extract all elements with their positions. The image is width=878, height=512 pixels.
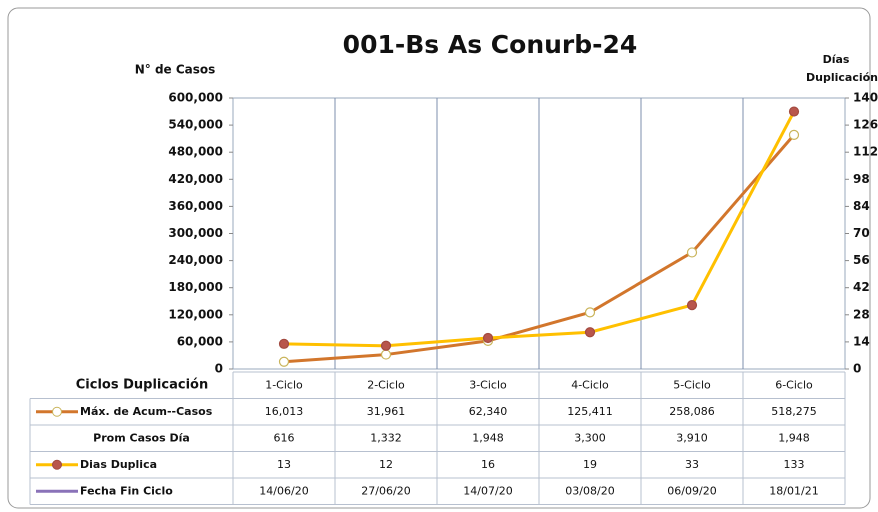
table-cell: 133 [784, 458, 805, 471]
y2-tick-label: 140 [853, 91, 878, 105]
y2-axis-label: Duplicación [806, 71, 878, 84]
x-tick-label: 4-Ciclo [571, 378, 609, 391]
y-axis-label: N° de Casos [135, 63, 216, 77]
legend-label: Prom Casos Día [93, 431, 190, 444]
series-marker [788, 106, 800, 117]
table-cell: 3,300 [574, 431, 606, 444]
legend-label: Dias Duplica [80, 458, 157, 471]
y2-tick-label: 14 [853, 334, 870, 348]
table-cell: 03/08/20 [565, 484, 614, 497]
y2-tick-label: 84 [853, 199, 870, 213]
table-cell: 16 [481, 458, 495, 471]
y2-tick-label: 112 [853, 145, 878, 159]
table-cell: 06/09/20 [667, 484, 716, 497]
y2-tick-label: 98 [853, 172, 870, 186]
series-marker [380, 340, 392, 351]
series-marker [278, 338, 290, 349]
series-marker [584, 327, 596, 338]
category-label: Ciclos Duplicación [76, 378, 208, 393]
chart-frame [7, 7, 871, 509]
y-tick-label: 240,000 [168, 253, 223, 267]
table-cell: 1,332 [370, 431, 402, 444]
y2-tick-label: 42 [853, 280, 870, 294]
y-tick-label: 180,000 [168, 280, 223, 294]
table-cell: 13 [277, 458, 291, 471]
x-tick-label: 5-Ciclo [673, 378, 711, 391]
series-marker [686, 247, 698, 258]
table-cell: 31,961 [367, 405, 406, 418]
table-cell: 62,340 [469, 405, 508, 418]
y-tick-label: 60,000 [177, 334, 223, 348]
y2-tick-label: 56 [853, 253, 870, 267]
series-marker [278, 356, 290, 367]
y-tick-label: 420,000 [168, 172, 223, 186]
table-cell: 1,948 [472, 431, 504, 444]
y-tick-label: 300,000 [168, 226, 223, 240]
table-cell: 27/06/20 [361, 484, 410, 497]
x-tick-label: 6-Ciclo [775, 378, 813, 391]
legend-label: Máx. de Acum--Casos [80, 405, 213, 418]
table-cell: 258,086 [669, 405, 715, 418]
x-tick-label: 3-Ciclo [469, 378, 507, 391]
series-line [283, 110, 796, 348]
table-cell: 18/01/21 [769, 484, 818, 497]
y2-axis-label: Días [823, 53, 850, 66]
y2-tick-label: 0 [853, 362, 861, 376]
y-tick-label: 540,000 [168, 118, 223, 132]
x-tick-label: 2-Ciclo [367, 378, 405, 391]
series-marker [686, 300, 698, 311]
legend-marker [52, 406, 62, 417]
series-marker [482, 332, 494, 344]
table-cell: 125,411 [567, 405, 613, 418]
table-cell: 19 [583, 458, 597, 471]
table-cell: 33 [685, 458, 699, 471]
table-cell: 616 [274, 431, 295, 444]
series-marker [584, 307, 596, 318]
y-tick-label: 360,000 [168, 199, 223, 213]
series-line [283, 133, 796, 364]
y-tick-label: 120,000 [168, 307, 223, 321]
y-tick-label: 480,000 [168, 145, 223, 159]
legend-marker [52, 459, 62, 470]
chart-title: 001-Bs As Conurb-24 [343, 30, 638, 59]
y2-tick-label: 70 [853, 226, 870, 240]
x-tick-label: 1-Ciclo [265, 378, 303, 391]
table-cell: 14/06/20 [259, 484, 308, 497]
y2-tick-label: 28 [853, 307, 870, 321]
y-tick-label: 600,000 [168, 91, 223, 105]
y2-tick-label: 126 [853, 118, 878, 132]
table-cell: 1,948 [778, 431, 810, 444]
y-tick-label: 0 [215, 362, 223, 376]
table-cell: 518,275 [771, 405, 817, 418]
table-cell: 16,013 [265, 405, 304, 418]
legend-label: Fecha Fin Ciclo [80, 484, 173, 497]
table-cell: 14/07/20 [463, 484, 512, 497]
table-cell: 12 [379, 458, 393, 471]
table-cell: 3,910 [676, 431, 708, 444]
series-marker [788, 129, 800, 141]
series-marker [380, 349, 392, 360]
